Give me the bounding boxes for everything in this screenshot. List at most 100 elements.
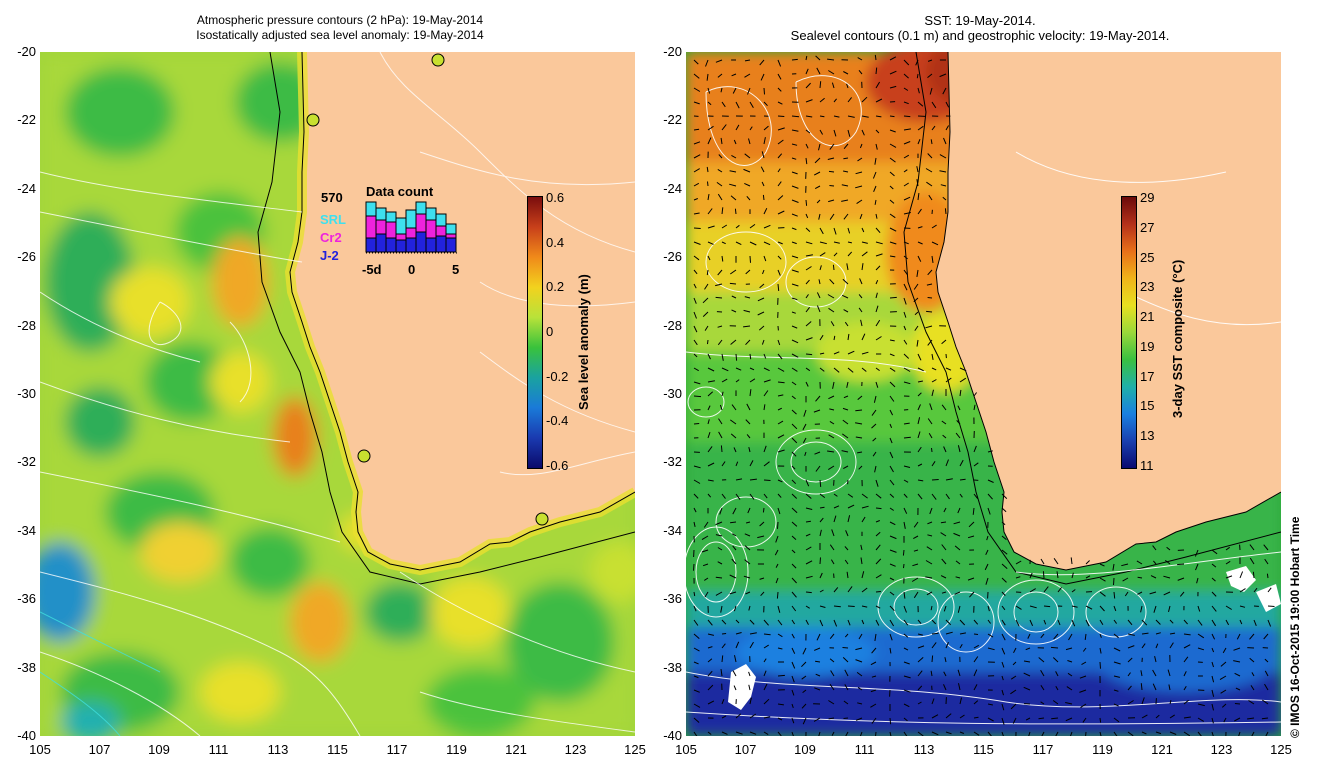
velocity-arrow (1211, 605, 1217, 612)
velocity-arrow (844, 669, 849, 677)
velocity-arrow (842, 647, 849, 649)
velocity-arrow (889, 395, 895, 402)
sea-level-anomaly-map[interactable] (40, 52, 635, 736)
velocity-arrow (861, 619, 865, 625)
velocity-arrow (731, 309, 737, 313)
velocity-arrow (1038, 717, 1045, 720)
velocity-arrow (1140, 605, 1143, 613)
velocity-arrow (775, 563, 779, 568)
velocity-arrow (954, 591, 961, 595)
velocity-arrow (1252, 571, 1255, 579)
velocity-arrow (903, 115, 911, 118)
velocity-arrow (925, 168, 933, 173)
velocity-arrow (857, 702, 863, 705)
velocity-arrow (931, 714, 939, 719)
velocity-arrow (791, 367, 798, 372)
velocity-arrow (693, 647, 700, 652)
velocity-arrow (1071, 572, 1074, 579)
histogram-xlabel-start: -5d (362, 262, 382, 277)
velocity-arrow (987, 633, 994, 638)
velocity-arrow (819, 557, 821, 565)
velocity-arrow (729, 183, 737, 187)
colorbar-tick-label: 0.6 (546, 190, 565, 205)
velocity-arrow (917, 226, 923, 229)
sst-map[interactable] (686, 52, 1281, 736)
velocity-arrow (1042, 571, 1045, 579)
velocity-arrow (1040, 633, 1045, 639)
velocity-arrow (1025, 717, 1031, 721)
velocity-arrow (729, 170, 737, 173)
velocity-arrow (791, 58, 798, 61)
colorbar-tick-label: 21 (1140, 309, 1155, 325)
velocity-arrow (732, 533, 737, 537)
velocity-arrow (1067, 660, 1073, 663)
velocity-arrow (917, 380, 923, 383)
tide-gauge-marker[interactable] (306, 113, 320, 127)
velocity-arrow (1099, 563, 1105, 567)
velocity-arrow (1001, 675, 1004, 681)
velocity-arrow (1001, 535, 1007, 540)
velocity-arrow (693, 182, 700, 187)
velocity-arrow (1012, 661, 1017, 666)
velocity-arrow (693, 367, 699, 372)
velocity-arrow (1001, 549, 1008, 555)
velocity-arrow (917, 645, 925, 649)
velocity-arrow (791, 661, 796, 669)
velocity-arrow (791, 535, 797, 540)
velocity-arrow (777, 115, 785, 117)
velocity-arrow (927, 153, 933, 159)
velocity-arrow (693, 168, 700, 173)
right-map-title: SST: 19-May-2014. Sealevel contours (0.1… (720, 13, 1240, 43)
velocity-arrow (945, 478, 953, 481)
velocity-arrow (985, 549, 989, 556)
x-tick-label: 119 (1092, 742, 1113, 757)
tide-gauge-marker[interactable] (431, 53, 445, 67)
velocity-arrow (744, 73, 751, 78)
velocity-arrow (957, 507, 961, 514)
tide-gauge-marker[interactable] (535, 512, 549, 526)
velocity-arrow (833, 619, 838, 627)
velocity-arrow (721, 207, 724, 215)
velocity-arrow (791, 563, 797, 569)
data-count-title: Data count (366, 184, 434, 199)
velocity-arrow (693, 465, 701, 469)
velocity-arrow (693, 689, 700, 693)
velocity-arrow (777, 101, 783, 105)
velocity-arrow (889, 479, 895, 486)
velocity-arrow (889, 633, 893, 641)
velocity-arrow (903, 633, 909, 638)
velocity-arrow (1197, 633, 1205, 639)
velocity-arrow (693, 731, 698, 736)
velocity-arrow (748, 138, 751, 145)
velocity-arrow (875, 336, 882, 341)
velocity-arrow (917, 446, 922, 453)
velocity-arrow (814, 185, 821, 190)
velocity-arrow (1012, 717, 1017, 724)
velocity-arrow (1001, 605, 1006, 611)
velocity-arrow (777, 353, 783, 360)
velocity-arrow (777, 73, 782, 80)
velocity-arrow (693, 717, 700, 723)
velocity-arrow (875, 493, 882, 499)
velocity-arrow (1085, 619, 1090, 627)
velocity-arrow (875, 591, 881, 593)
velocity-arrow (871, 717, 877, 724)
velocity-arrow (973, 392, 978, 397)
velocity-arrow (828, 70, 835, 75)
velocity-arrow (761, 339, 765, 345)
x-tick-label: 105 (675, 742, 697, 757)
velocity-arrow (903, 141, 911, 145)
velocity-arrow (846, 571, 849, 579)
velocity-arrow (844, 633, 849, 638)
velocity-arrow (707, 208, 713, 215)
velocity-arrow (847, 251, 853, 257)
velocity-arrow (774, 549, 779, 556)
velocity-arrow (917, 731, 924, 736)
velocity-arrow (1113, 675, 1121, 678)
velocity-arrow (843, 170, 849, 173)
velocity-arrow (777, 139, 784, 145)
tide-gauge-marker[interactable] (357, 449, 371, 463)
velocity-arrow (815, 395, 821, 402)
velocity-arrow (871, 675, 877, 678)
velocity-arrow (777, 703, 784, 706)
